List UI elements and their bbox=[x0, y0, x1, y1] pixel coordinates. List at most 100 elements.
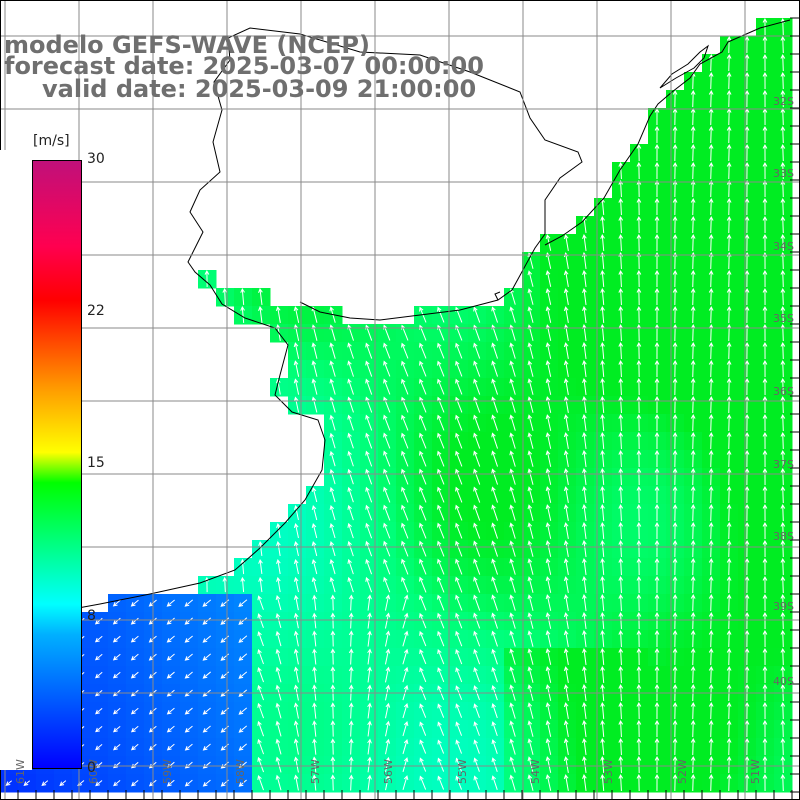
wind-arrow bbox=[744, 593, 750, 612]
wind-arrow bbox=[130, 743, 139, 751]
wind-arrow bbox=[365, 486, 373, 503]
wind-arrow bbox=[455, 612, 463, 629]
wind-arrow bbox=[113, 761, 121, 769]
colorbar-tick-15: 15 bbox=[87, 455, 105, 471]
wind-arrow bbox=[726, 71, 732, 90]
wind-arrow bbox=[401, 504, 409, 521]
wind-arrow bbox=[654, 629, 660, 648]
wind-arrow bbox=[744, 143, 750, 162]
colorbar bbox=[32, 160, 82, 769]
wind-arrow bbox=[419, 558, 427, 575]
wind-arrow bbox=[690, 737, 696, 756]
wind-arrow bbox=[222, 287, 228, 306]
wind-arrow bbox=[672, 755, 678, 774]
wind-arrow bbox=[437, 450, 445, 467]
wind-arrow bbox=[130, 635, 139, 643]
wind-arrow bbox=[473, 757, 480, 772]
wind-arrow bbox=[473, 342, 481, 359]
wind-arrow bbox=[726, 287, 732, 306]
wind-arrow bbox=[582, 468, 587, 485]
wind-arrow bbox=[473, 522, 481, 539]
lon-label: 53W bbox=[602, 759, 615, 784]
wind-arrow bbox=[527, 396, 534, 413]
wind-arrow bbox=[690, 773, 696, 792]
wind-arrow bbox=[419, 721, 427, 736]
wind-arrow bbox=[636, 269, 642, 288]
wind-arrow bbox=[762, 233, 768, 252]
wind-arrow bbox=[744, 485, 750, 504]
wind-arrow bbox=[672, 413, 678, 432]
wind-arrow bbox=[582, 396, 587, 413]
wind-arrow bbox=[384, 630, 391, 647]
wind-arrow bbox=[419, 522, 427, 539]
wind-arrow bbox=[762, 719, 768, 738]
wind-arrow bbox=[293, 702, 299, 719]
wind-arrow bbox=[690, 575, 696, 594]
wind-arrow bbox=[780, 665, 786, 684]
wind-arrow bbox=[238, 707, 248, 715]
wind-arrow bbox=[618, 557, 624, 576]
wind-arrow bbox=[365, 342, 373, 359]
wind-arrow bbox=[780, 503, 786, 522]
wind-arrow bbox=[654, 395, 660, 414]
wind-arrow bbox=[311, 505, 318, 521]
wind-arrow bbox=[384, 648, 391, 665]
wind-arrow bbox=[348, 648, 354, 665]
wind-arrow bbox=[618, 755, 624, 774]
wind-arrow bbox=[473, 558, 481, 575]
wind-arrow bbox=[509, 576, 516, 593]
wind-arrow bbox=[618, 611, 624, 630]
wind-arrow bbox=[491, 757, 498, 772]
wind-arrow bbox=[654, 575, 660, 594]
wind-arrow bbox=[762, 647, 768, 666]
wind-arrow bbox=[618, 431, 624, 450]
wind-arrow bbox=[130, 671, 139, 679]
wind-arrow bbox=[762, 377, 768, 396]
wind-arrow bbox=[672, 467, 678, 486]
wind-arrow bbox=[636, 341, 642, 360]
wind-arrow bbox=[600, 611, 605, 630]
wind-arrow bbox=[94, 635, 103, 643]
wind-arrow bbox=[563, 360, 569, 377]
wind-arrow bbox=[762, 341, 768, 360]
wind-arrow bbox=[636, 287, 642, 306]
wind-arrow bbox=[95, 762, 103, 769]
forecast-date: forecast date: 2025-03-07 00:00:00 bbox=[4, 52, 484, 80]
wind-arrow bbox=[383, 540, 391, 557]
wind-arrow bbox=[491, 630, 498, 647]
wind-arrow bbox=[762, 197, 768, 216]
wind-arrow bbox=[690, 611, 696, 630]
wind-arrow bbox=[527, 504, 534, 521]
wind-arrow bbox=[401, 432, 409, 449]
lon-label: 56W bbox=[382, 759, 395, 784]
wind-arrow bbox=[527, 432, 534, 449]
wind-arrow bbox=[347, 414, 354, 431]
wind-arrow bbox=[582, 648, 587, 665]
wind-arrow bbox=[582, 432, 587, 449]
wind-arrow bbox=[293, 774, 299, 791]
wind-arrow bbox=[437, 594, 445, 611]
wind-arrow bbox=[654, 143, 660, 162]
wind-arrow bbox=[708, 647, 714, 666]
wind-arrow bbox=[780, 197, 786, 216]
wind-arrow bbox=[348, 720, 354, 737]
wind-arrow bbox=[383, 486, 391, 503]
wind-arrow bbox=[563, 720, 569, 737]
wind-arrow bbox=[618, 539, 624, 558]
wind-arrow bbox=[545, 666, 552, 683]
wind-arrow bbox=[275, 666, 282, 683]
wind-arrow bbox=[23, 780, 31, 786]
wind-arrow bbox=[367, 738, 372, 755]
wind-arrow bbox=[95, 725, 103, 733]
wind-arrow bbox=[618, 521, 624, 540]
wind-arrow bbox=[744, 467, 750, 486]
wind-arrow bbox=[744, 755, 750, 774]
wind-arrow bbox=[491, 432, 499, 449]
wind-arrow bbox=[672, 485, 678, 504]
wind-arrow bbox=[527, 378, 534, 395]
wind-arrow bbox=[491, 666, 498, 683]
wind-arrow bbox=[455, 721, 463, 736]
wind-arrow bbox=[672, 773, 678, 792]
wind-arrow bbox=[527, 738, 534, 755]
wind-arrow bbox=[401, 486, 409, 503]
